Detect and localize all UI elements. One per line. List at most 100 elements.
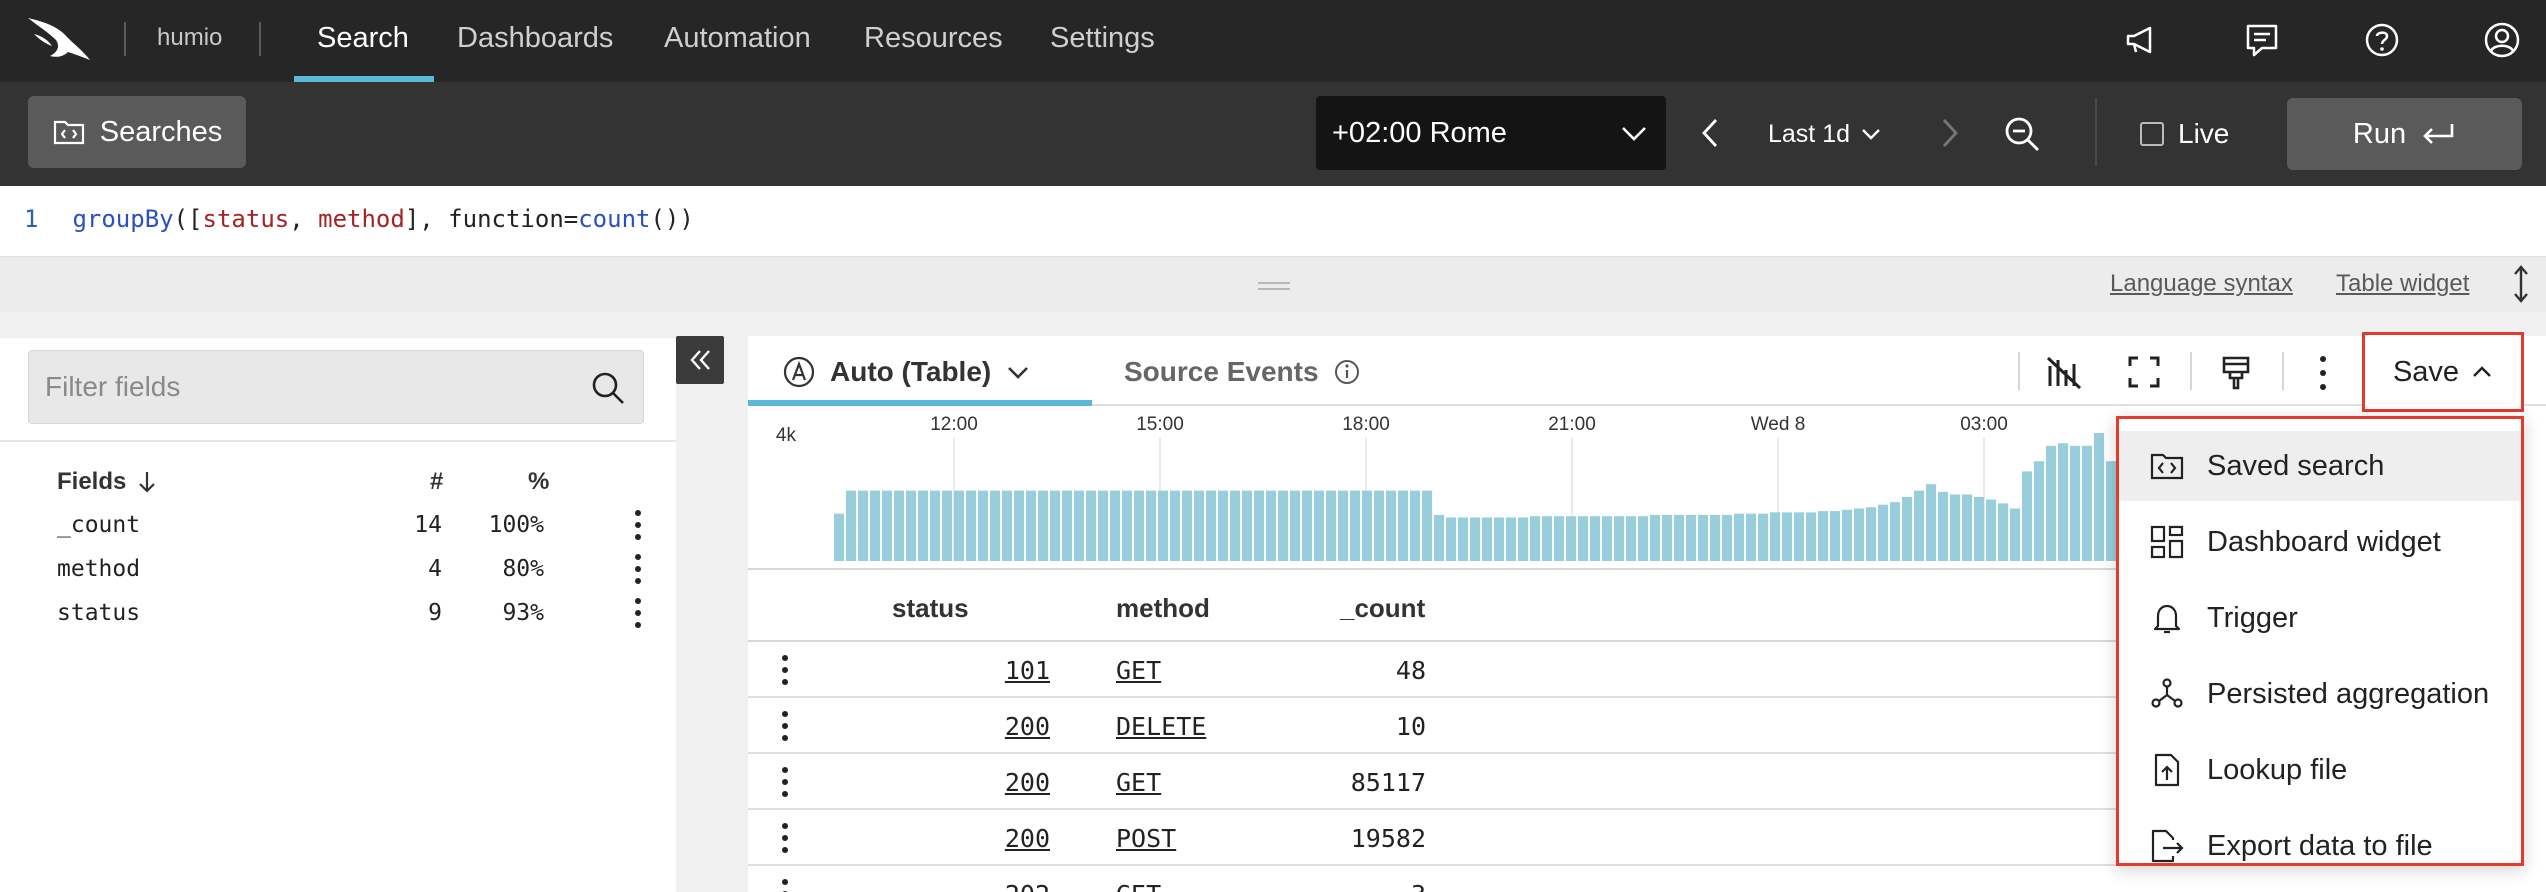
histogram-bar[interactable] <box>1170 490 1181 561</box>
query-code[interactable]: 1 groupBy([status, method], function=coun… <box>24 202 694 236</box>
time-range-select[interactable]: Last 1d <box>1768 112 1882 156</box>
histogram-bar[interactable] <box>1830 511 1841 561</box>
histogram-bar[interactable] <box>894 490 905 561</box>
histogram-bar[interactable] <box>1206 490 1217 561</box>
next-range-icon[interactable] <box>1930 110 1970 156</box>
row-menu-icon[interactable] <box>780 711 790 741</box>
histogram-bar[interactable] <box>882 490 893 561</box>
histogram-bar[interactable] <box>870 490 881 561</box>
column-header-method[interactable]: method <box>1116 593 1210 623</box>
histogram-bar[interactable] <box>2106 461 2117 561</box>
histogram-bar[interactable] <box>1662 514 1673 561</box>
histogram-bar[interactable] <box>1470 517 1481 561</box>
query-editor[interactable] <box>0 186 2546 256</box>
histogram-bar[interactable] <box>1314 490 1325 561</box>
row-menu-icon[interactable] <box>780 823 790 853</box>
histogram-bar[interactable] <box>1782 512 1793 561</box>
falcon-logo-icon[interactable] <box>24 12 94 66</box>
histogram-bar[interactable] <box>966 490 977 561</box>
row-menu-icon[interactable] <box>780 879 790 892</box>
histogram-bar[interactable] <box>1482 517 1493 561</box>
histogram-bar[interactable] <box>1362 490 1373 561</box>
save-button[interactable]: Save <box>2362 332 2524 412</box>
histogram-bar[interactable] <box>1602 516 1613 561</box>
histogram-bar[interactable] <box>1122 490 1133 561</box>
collapse-panel-icon[interactable] <box>676 336 724 384</box>
megaphone-icon[interactable] <box>2120 18 2164 62</box>
histogram-bar[interactable] <box>1014 490 1025 561</box>
histogram-bar[interactable] <box>1146 490 1157 561</box>
histogram-bar[interactable] <box>1950 494 1961 561</box>
histogram-bar[interactable] <box>1386 490 1397 561</box>
editor-resize-grip[interactable] <box>1258 282 1290 290</box>
table-widget-link[interactable]: Table widget <box>2336 270 2470 297</box>
user-icon[interactable] <box>2480 18 2524 62</box>
histogram-bar[interactable] <box>1350 490 1361 561</box>
histogram-bar[interactable] <box>1278 490 1289 561</box>
field-name[interactable]: _count <box>57 512 141 538</box>
histogram-bar[interactable] <box>2034 461 2045 561</box>
histogram-bar[interactable] <box>1338 490 1349 561</box>
fullscreen-icon[interactable] <box>2122 350 2166 394</box>
histogram-bar[interactable] <box>2070 445 2081 561</box>
histogram-bar[interactable] <box>1554 516 1565 561</box>
histogram-bar[interactable] <box>1494 517 1505 561</box>
histogram-bar[interactable] <box>1110 490 1121 561</box>
cell-status[interactable]: 200 <box>1004 824 1050 853</box>
histogram-bar[interactable] <box>1818 511 1829 561</box>
run-button[interactable]: Run <box>2287 98 2522 170</box>
zoom-out-icon[interactable] <box>2000 112 2044 156</box>
histogram-bar[interactable] <box>858 490 869 561</box>
histogram-bar[interactable] <box>1458 517 1469 561</box>
searches-button[interactable]: Searches <box>28 96 246 168</box>
histogram-bar[interactable] <box>1938 491 1949 561</box>
field-name[interactable]: status <box>57 600 141 626</box>
row-menu-icon[interactable] <box>780 767 790 797</box>
tab-auto-table[interactable]: Auto (Table) <box>782 352 1031 392</box>
live-toggle[interactable]: Live <box>2140 112 2229 156</box>
histogram-bar[interactable] <box>906 490 917 561</box>
tab-source-events[interactable]: Source Events <box>1124 352 1361 392</box>
histogram-bar[interactable] <box>1374 490 1385 561</box>
histogram-bar[interactable] <box>1638 516 1649 561</box>
histogram-bar[interactable] <box>1434 514 1445 561</box>
fields-header[interactable]: Fields <box>57 466 158 498</box>
histogram-bar[interactable] <box>1158 490 1169 561</box>
histogram-bar[interactable] <box>2082 445 2093 561</box>
event-histogram[interactable]: 4k 12:00 15:00 18:00 21:00 Wed 8 03:00 <box>748 408 2118 570</box>
menu-item-dashboard-widget[interactable]: Dashboard widget <box>2119 507 2521 577</box>
histogram-bar[interactable] <box>1770 512 1781 561</box>
histogram-bar[interactable] <box>1878 504 1889 561</box>
histogram-bar[interactable] <box>978 490 989 561</box>
histogram-bar[interactable] <box>1866 507 1877 561</box>
histogram-bar[interactable] <box>1098 490 1109 561</box>
histogram-bar[interactable] <box>930 490 941 561</box>
histogram-bar[interactable] <box>834 513 845 561</box>
menu-item-saved-search[interactable]: Saved search <box>2119 431 2521 501</box>
histogram-bar[interactable] <box>1002 490 1013 561</box>
field-menu-icon[interactable] <box>633 510 643 540</box>
histogram-bar[interactable] <box>1194 490 1205 561</box>
cell-status[interactable]: 200 <box>1004 768 1050 797</box>
column-header-count[interactable]: _count <box>1340 593 1426 623</box>
menu-item-persisted-aggregation[interactable]: Persisted aggregation <box>2119 659 2521 729</box>
cell-status[interactable]: 200 <box>1004 712 1050 741</box>
histogram-bar[interactable] <box>1902 497 1913 561</box>
histogram-bar[interactable] <box>1986 499 1997 561</box>
histogram-bar[interactable] <box>954 490 965 561</box>
histogram-bar[interactable] <box>1890 502 1901 561</box>
histogram-bar[interactable] <box>1446 517 1457 561</box>
chevron-down-icon[interactable] <box>1005 363 1031 381</box>
histogram-bar[interactable] <box>1590 516 1601 561</box>
histogram-bar[interactable] <box>1518 517 1529 561</box>
histogram-bar[interactable] <box>1506 517 1517 561</box>
histogram-bar[interactable] <box>1254 490 1265 561</box>
histogram-bar[interactable] <box>1734 513 1745 561</box>
histogram-bar[interactable] <box>1566 516 1577 561</box>
histogram-bar[interactable] <box>2010 508 2021 561</box>
info-icon[interactable] <box>1333 358 1361 386</box>
count-header[interactable]: # <box>430 468 444 495</box>
nav-tab-settings[interactable]: Settings <box>1050 22 1155 54</box>
search-icon[interactable] <box>589 369 627 407</box>
row-menu-icon[interactable] <box>780 655 790 685</box>
